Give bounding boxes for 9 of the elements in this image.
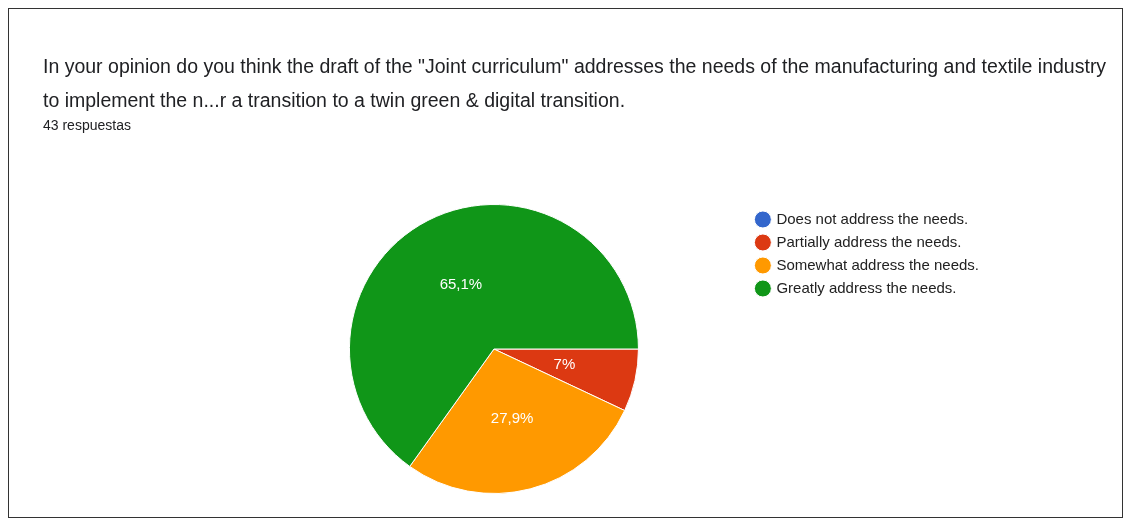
legend-label: Somewhat address the needs. — [776, 255, 979, 273]
legend-label: Does not address the needs. — [776, 209, 969, 227]
data-label: 27,9% — [490, 409, 534, 427]
text: 43 respuestas — [42, 117, 132, 133]
chart-title: In your opinion do you think the draft of the "Joint curriculum" addresses the needs of the manufacturing and textile industry to implement the n...r a transition to a twin green & digital transition. — [42, 54, 1108, 113]
legend-label: Partially address the needs. — [776, 232, 962, 250]
legend-label: Greatly address the needs. — [776, 278, 957, 296]
data-label: 7% — [553, 354, 576, 372]
data-label: 65,1% — [439, 274, 483, 292]
